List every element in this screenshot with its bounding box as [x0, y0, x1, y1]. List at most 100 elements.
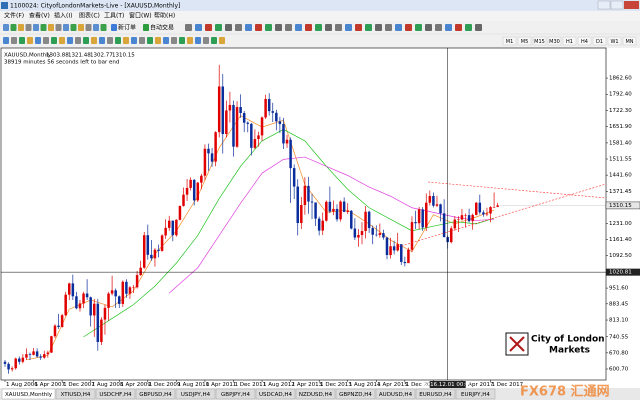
tool-icon[interactable] [465, 24, 472, 31]
tool-icon[interactable] [3, 37, 9, 44]
tool-icon[interactable] [185, 24, 192, 31]
tool-icon[interactable] [365, 24, 372, 31]
menu-item[interactable]: 插入(I) [54, 12, 72, 20]
close[interactable] [624, 1, 639, 9]
tab[interactable] [415, 388, 456, 400]
timeframe-box[interactable] [592, 36, 607, 46]
tool-icon[interactable] [63, 24, 69, 31]
tool-icon[interactable] [455, 24, 462, 31]
tab[interactable] [1, 388, 56, 400]
tool-icon[interactable] [355, 24, 362, 31]
tool-icon[interactable] [85, 24, 92, 31]
tool-icon[interactable] [48, 24, 54, 31]
tool-icon[interactable] [59, 37, 65, 44]
tool-icon[interactable] [35, 37, 41, 44]
tool-icon[interactable] [435, 24, 442, 31]
tab[interactable] [295, 388, 336, 400]
tool-icon[interactable] [415, 24, 422, 31]
tool-icon[interactable] [295, 24, 302, 31]
tool-icon[interactable] [40, 24, 47, 31]
tool-icon[interactable] [70, 24, 77, 31]
tool-icon[interactable] [18, 24, 24, 31]
tool-icon[interactable] [171, 37, 177, 44]
tool-icon[interactable] [275, 24, 282, 31]
tab[interactable] [335, 388, 376, 400]
tool-icon[interactable] [187, 37, 193, 44]
tab-label[interactable]: GBPNZD,H4 [339, 392, 372, 398]
tool-icon[interactable] [3, 24, 9, 31]
tool-icon[interactable] [205, 24, 212, 31]
tool-icon[interactable] [67, 37, 73, 44]
tab[interactable] [215, 388, 256, 400]
timeframe[interactable]: H4 [581, 39, 588, 45]
tab-label[interactable]: EURUSD,H4 [419, 392, 452, 398]
tool-icon[interactable] [147, 37, 153, 44]
tab-label[interactable]: GBPJPY,H4 [221, 392, 250, 398]
tool-icon[interactable] [395, 24, 402, 31]
tool-icon[interactable] [195, 24, 202, 31]
tool-icon[interactable] [100, 24, 107, 31]
tool-icon[interactable] [27, 37, 33, 44]
timeframe[interactable]: MN [625, 39, 633, 45]
timeframe-box[interactable] [547, 36, 562, 46]
tool-icon[interactable] [163, 37, 169, 44]
maximize[interactable] [610, 0, 624, 10]
tool-icon[interactable] [33, 24, 39, 31]
window-controls[interactable] [597, 0, 639, 10]
tool-icon[interactable] [93, 24, 99, 31]
tool-icon[interactable] [475, 24, 482, 31]
timeframe-box[interactable] [562, 36, 577, 46]
tool-icon[interactable] [195, 37, 201, 44]
tool-icon[interactable] [385, 24, 392, 31]
tool-icon[interactable] [375, 24, 382, 31]
tool-icon[interactable] [315, 24, 322, 31]
tool-icon[interactable] [11, 37, 17, 44]
tool-icon[interactable] [43, 37, 49, 44]
tool-icon[interactable] [179, 37, 185, 44]
tool-icon[interactable] [245, 24, 252, 31]
tab-label[interactable]: XTIUSD,H4 [61, 392, 91, 398]
tool-icon[interactable] [285, 24, 292, 31]
tool-icon[interactable] [211, 37, 217, 44]
button-icon[interactable] [111, 24, 117, 31]
tool-icon[interactable] [123, 37, 129, 44]
menu-item[interactable]: 查看(V) [29, 12, 50, 20]
tool-icon[interactable] [203, 37, 209, 44]
tool-icon[interactable] [75, 37, 81, 44]
timeframe[interactable]: M1 [506, 39, 514, 45]
tool-icon[interactable] [51, 37, 57, 44]
timeframe-box[interactable] [607, 36, 622, 46]
timeframe-box[interactable] [517, 36, 532, 46]
timeframe[interactable]: M30 [549, 39, 560, 45]
toolbar-button[interactable]: 自动交易 [150, 24, 174, 32]
tab-label[interactable]: USDJPY,H4 [181, 392, 211, 398]
menu-item[interactable]: 工具(T) [104, 13, 124, 20]
tool-icon[interactable] [139, 37, 145, 44]
tab-label[interactable]: USDCAD,H4 [259, 392, 292, 398]
menu-item[interactable]: 图表(C) [79, 12, 100, 20]
tab[interactable] [175, 388, 216, 400]
tool-icon[interactable] [78, 24, 84, 31]
tool-icon[interactable] [235, 24, 242, 31]
tab[interactable] [375, 388, 416, 400]
toolbar-button[interactable]: 新订单 [118, 24, 136, 32]
timeframe[interactable]: M15 [534, 39, 545, 45]
tool-icon[interactable] [91, 37, 97, 44]
tab-label[interactable]: NZDUSD,H4 [299, 392, 333, 398]
menu-item[interactable]: 窗口(W) [129, 12, 152, 20]
tool-icon[interactable] [405, 24, 412, 31]
tab-label[interactable]: XAUUSD,Monthly [5, 392, 53, 398]
timeframe[interactable]: D1 [596, 39, 603, 45]
tab[interactable] [455, 388, 496, 400]
tab-label[interactable]: AUDUSD,H4 [379, 392, 413, 398]
tool-icon[interactable] [345, 24, 352, 31]
menu-item[interactable]: 文件(F) [4, 12, 24, 20]
timeframe-box[interactable] [502, 36, 517, 46]
tool-icon[interactable] [219, 37, 225, 44]
tool-icon[interactable] [265, 24, 272, 31]
timeframe[interactable]: M5 [521, 39, 529, 45]
tab[interactable] [95, 388, 136, 400]
tool-icon[interactable] [10, 24, 17, 31]
tool-icon[interactable] [225, 24, 232, 31]
timeframe-box[interactable] [577, 36, 592, 46]
